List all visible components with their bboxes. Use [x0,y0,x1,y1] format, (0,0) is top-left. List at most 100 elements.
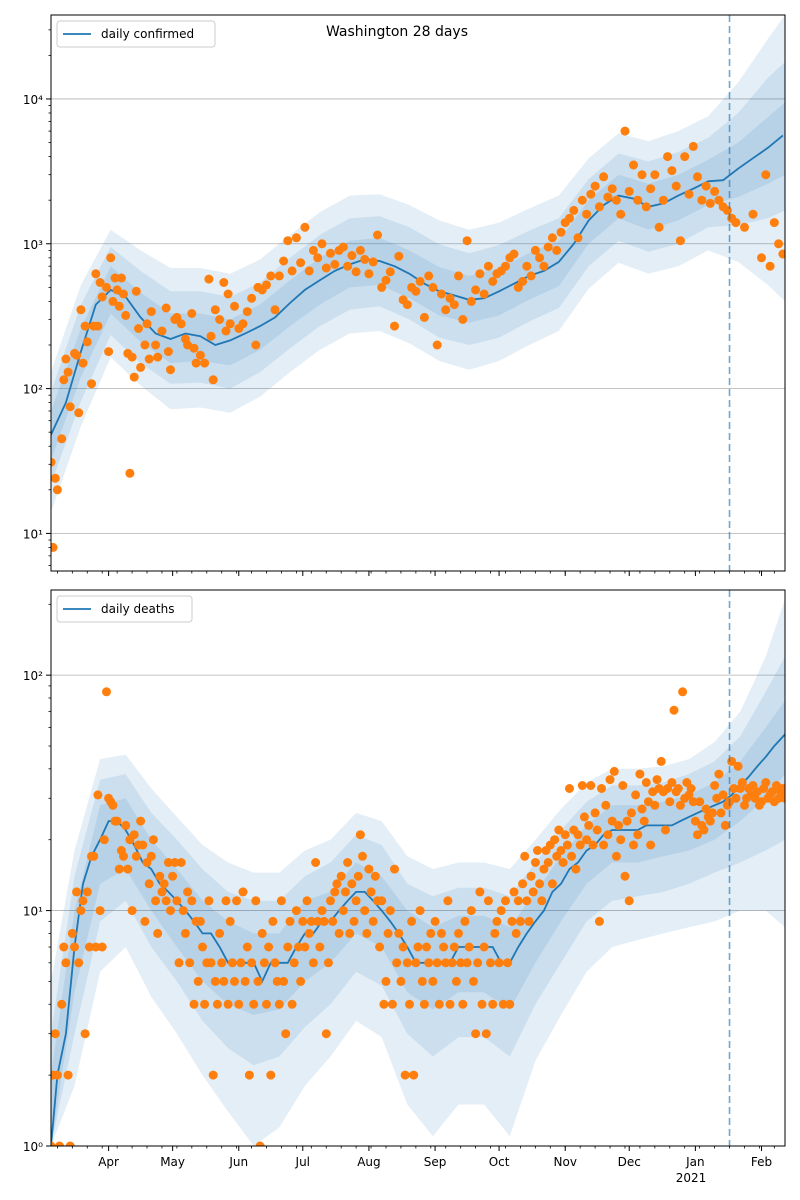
confirmed-data-point [326,248,335,258]
deaths-data-point [650,800,660,810]
deaths-data-point [394,928,404,938]
confirmed-data-point [424,271,434,281]
confirmed-data-point [748,209,758,219]
confirmed-y-tick-label: 10¹ [23,527,43,541]
confirmed-data-point [291,233,301,243]
confirmed-data-point [82,337,92,347]
deaths-data-point [537,896,547,906]
deaths-data-point [731,793,741,803]
confirmed-data-point [543,242,553,252]
deaths-data-point [458,999,468,1009]
confirmed-data-point [153,352,163,362]
confirmed-data-point [432,340,442,350]
deaths-data-point [518,879,528,889]
confirmed-data-point [106,253,116,263]
deaths-data-point [441,958,451,968]
confirmed-data-point [693,172,702,182]
deaths-data-point [266,1070,276,1080]
confirmed-data-point [740,222,749,232]
deaths-data-point [70,942,79,952]
confirmed-data-point [428,282,438,292]
confirmed-data-point [714,195,724,205]
x-tick-label: Jul [295,1155,310,1169]
deaths-data-point [308,958,318,968]
confirmed-data-point [667,166,677,176]
deaths-data-point [279,976,289,986]
deaths-data-point [349,916,359,926]
deaths-data-point [370,871,380,881]
confirmed-data-point [684,189,694,199]
confirmed-data-point [445,293,455,303]
deaths-data-point [426,928,436,938]
confirmed-data-point [223,289,233,299]
deaths-data-point [159,879,169,889]
deaths-data-point [400,1070,410,1080]
confirmed-data-point [522,261,532,271]
confirmed-data-point [633,195,643,205]
deaths-data-point [377,896,387,906]
confirmed-data-point [95,278,105,287]
deaths-data-point [675,800,685,810]
confirmed-data-point [701,181,711,191]
deaths-data-point [737,778,747,787]
deaths-data-point [108,800,118,810]
deaths-data-point [714,769,724,779]
confirmed-data-point [87,379,96,389]
confirmed-data-point [219,278,229,287]
deaths-data-point [780,793,785,803]
deaths-data-point [302,896,312,906]
deaths-data-point [138,840,148,850]
deaths-data-point [451,976,461,986]
deaths-data-point [430,916,440,926]
deaths-data-point [526,871,536,881]
confirmed-legend-box [56,20,216,48]
deaths-data-point [718,790,728,800]
confirmed-data-point [51,542,58,552]
deaths-data-point [469,976,478,986]
confirmed-data-point [368,257,378,267]
confirmed-data-point [114,301,124,311]
deaths-data-point [417,976,427,986]
confirmed-y-tick-label: 10³ [23,238,43,252]
deaths-data-point [57,999,67,1009]
deaths-data-point [212,999,222,1009]
confirmed-data-point [761,170,771,180]
deaths-data-point [193,976,203,986]
deaths-data-point [176,858,186,867]
deaths-data-point [483,896,493,906]
deaths-data-point [345,928,355,938]
confirmed-data-point [565,213,574,223]
confirmed-data-point [121,310,131,320]
deaths-data-point [259,958,269,968]
deaths-y-tick-label: 10⁰ [23,1140,43,1154]
deaths-data-point [503,958,513,968]
deaths-data-point [620,871,630,881]
deaths-data-point [695,797,705,807]
deaths-legend-box [56,595,193,623]
confirmed-data-point [251,340,261,350]
deaths-data-point [396,976,406,986]
deaths-data-point [67,928,77,938]
confirmed-data-point [607,184,617,194]
confirmed-data-point [569,205,579,215]
deaths-data-point [51,1029,60,1039]
confirmed-data-point [247,293,257,303]
confirmed-band-outer [51,15,785,513]
deaths-data-point [533,846,542,855]
confirmed-data-point [688,141,698,151]
deaths-data-point [594,916,604,926]
deaths-data-point [678,687,688,697]
confirmed-data-point [526,271,536,281]
confirmed-data-point [142,319,152,329]
deaths-data-point [168,871,178,881]
confirmed-data-point [658,195,668,205]
deaths-data-point [155,871,165,881]
deaths-data-point [639,816,649,826]
deaths-data-point [129,830,139,840]
x-tick-label: Oct [489,1155,510,1169]
confirmed-data-point [78,358,88,368]
deaths-data-point [304,928,314,938]
deaths-data-point [61,958,71,968]
deaths-data-point [140,916,150,926]
deaths-data-point [405,999,414,1009]
